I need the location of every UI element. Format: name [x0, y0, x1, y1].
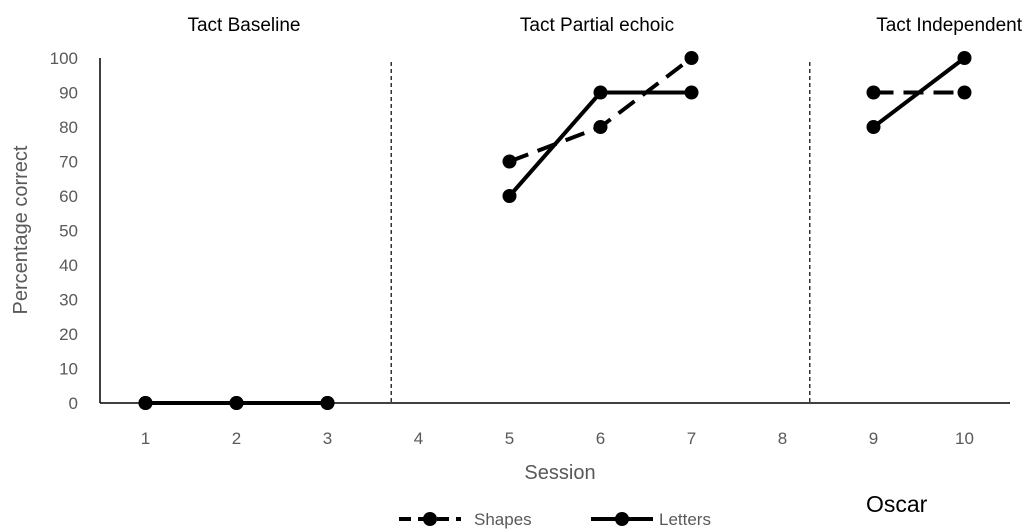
legend-marker-shapes: [423, 512, 437, 526]
axes: [99, 58, 1010, 404]
data-point-shapes: [593, 120, 608, 134]
x-tick-label: 5: [505, 429, 514, 448]
y-axis-title: Percentage correct: [10, 145, 32, 314]
data-point-shapes: [957, 85, 972, 100]
series-letters: [138, 51, 972, 410]
phase-labels: Tact Baseline Tact Partial echoic Tact I…: [187, 15, 1022, 36]
data-point-letters: [957, 51, 972, 65]
y-tick-label: 80: [59, 118, 78, 137]
data-point-letters: [593, 85, 608, 100]
series-line-letters: [872, 56, 966, 129]
x-tick-label: 1: [141, 429, 150, 448]
x-tick-label: 4: [414, 429, 423, 448]
series-shapes: [138, 51, 972, 410]
x-tick-label: 6: [596, 429, 605, 448]
data-point-shapes: [502, 154, 517, 169]
y-tick-label: 50: [59, 222, 78, 241]
legend-item-shapes: Shapes: [399, 510, 532, 529]
x-axis-title: Session: [524, 462, 595, 484]
phase-label-independent: Tact Independent: [876, 15, 1023, 36]
x-tick-labels: 1 2 3 4 5 6 7 8 9 10: [141, 429, 974, 448]
x-tick-label: 2: [232, 429, 241, 448]
legend-label-letters: Letters: [659, 510, 711, 529]
legend-marker-letters: [615, 512, 629, 526]
phase-label-baseline: Tact Baseline: [187, 15, 300, 36]
data-series: [138, 51, 972, 410]
phase-label-partial-echoic: Tact Partial echoic: [520, 15, 674, 36]
data-point-letters: [138, 396, 153, 410]
y-tick-label: 60: [59, 187, 78, 206]
y-tick-labels: 0 10 20 30 40 50 60 70 80 90 100: [50, 49, 78, 413]
x-tick-label: 8: [778, 429, 787, 448]
series-line-shapes: [508, 56, 693, 164]
data-point-letters: [684, 85, 699, 100]
y-tick-label: 70: [59, 153, 78, 172]
data-point-letters: [502, 189, 517, 203]
legend: Shapes Letters: [399, 510, 711, 529]
data-point-letters: [320, 396, 335, 410]
x-tick-label: 3: [323, 429, 332, 448]
y-tick-label: 0: [69, 394, 78, 413]
x-tick-label: 9: [869, 429, 878, 448]
data-point-letters: [229, 396, 244, 410]
participant-name: Oscar: [866, 491, 928, 517]
y-tick-label: 90: [59, 84, 78, 103]
y-tick-label: 100: [50, 49, 78, 68]
y-tick-label: 10: [59, 360, 78, 379]
y-tick-label: 20: [59, 325, 78, 344]
data-point-shapes: [866, 85, 881, 100]
phase-change-lines: [390, 62, 811, 403]
x-tick-label: 7: [687, 429, 696, 448]
data-point-shapes: [684, 51, 699, 65]
series-line-letters: [507, 90, 692, 198]
y-tick-label: 30: [59, 291, 78, 310]
legend-label-shapes: Shapes: [474, 510, 532, 529]
legend-item-letters: Letters: [591, 510, 711, 529]
y-tick-label: 40: [59, 256, 78, 275]
x-tick-label: 10: [955, 429, 974, 448]
data-point-letters: [866, 120, 881, 134]
